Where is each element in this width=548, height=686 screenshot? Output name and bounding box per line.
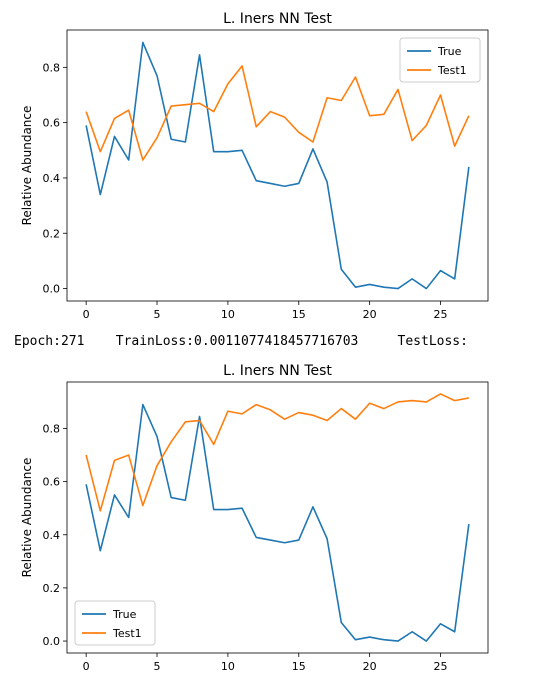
y-tick-label: 0.6: [43, 117, 61, 130]
legend-box: [399, 37, 481, 83]
x-tick-label: 0: [83, 308, 90, 321]
x-tick-label: 10: [221, 308, 235, 321]
x-tick-label: 25: [434, 308, 448, 321]
x-tick-label: 15: [292, 308, 306, 321]
legend-label-test1: Test1: [437, 64, 467, 77]
series-line-true: [85, 403, 470, 642]
y-tick-label: 0.4: [43, 529, 61, 542]
chart-title: L. Iners NN Test: [223, 11, 332, 27]
legend: True Test1: [399, 37, 481, 83]
y-tick-label: 0.0: [43, 635, 61, 648]
x-tick-label: 15: [292, 660, 306, 673]
x-tick-label: 20: [363, 660, 377, 673]
x-tick-label: 20: [363, 308, 377, 321]
y-tick-label: 0.2: [43, 227, 61, 240]
training-log-line: Epoch:271 TrainLoss:0.001107741845771670…: [14, 334, 468, 349]
series-line-true: [85, 41, 470, 290]
x-tick-label: 0: [83, 660, 90, 673]
plot-frame: [66, 381, 489, 654]
chart-svg-0: L. Iners NN Test Relative Abundance 0 5 10 15…: [20, 11, 489, 321]
y-tick-label: 0.2: [43, 582, 61, 595]
legend-label-test1: Test1: [112, 627, 142, 640]
x-tick-label: 10: [221, 660, 235, 673]
y-tick-label: 0.6: [43, 476, 61, 489]
plot-frame: [66, 29, 489, 302]
legend-box: [74, 600, 156, 646]
chart-title: L. Iners NN Test: [223, 363, 332, 379]
y-tick-label: 0.8: [43, 422, 61, 435]
chart-top: L. Iners NN Test Relative Abundance 0 5 10 15…: [0, 0, 548, 330]
y-tick-label: 0.0: [43, 283, 61, 296]
legend-label-true: True: [112, 608, 137, 621]
chart-bottom: L. Iners NN Test Relative Abundance 0 5 10 15…: [0, 352, 548, 682]
x-tick-label: 25: [434, 660, 448, 673]
y-axis-label: Relative Abundance: [20, 458, 34, 578]
y-tick-label: 0.8: [43, 61, 61, 74]
x-tick-label: 5: [154, 308, 161, 321]
x-tick-label: 5: [154, 660, 161, 673]
series-line-test1: [85, 65, 470, 161]
series-line-test1: [85, 393, 470, 512]
legend: True Test1: [74, 600, 156, 646]
y-tick-label: 0.4: [43, 172, 61, 185]
legend-label-true: True: [437, 45, 462, 58]
chart-svg-1: L. Iners NN Test Relative Abundance 0 5 10 15…: [20, 363, 489, 673]
y-axis-label: Relative Abundance: [20, 106, 34, 226]
